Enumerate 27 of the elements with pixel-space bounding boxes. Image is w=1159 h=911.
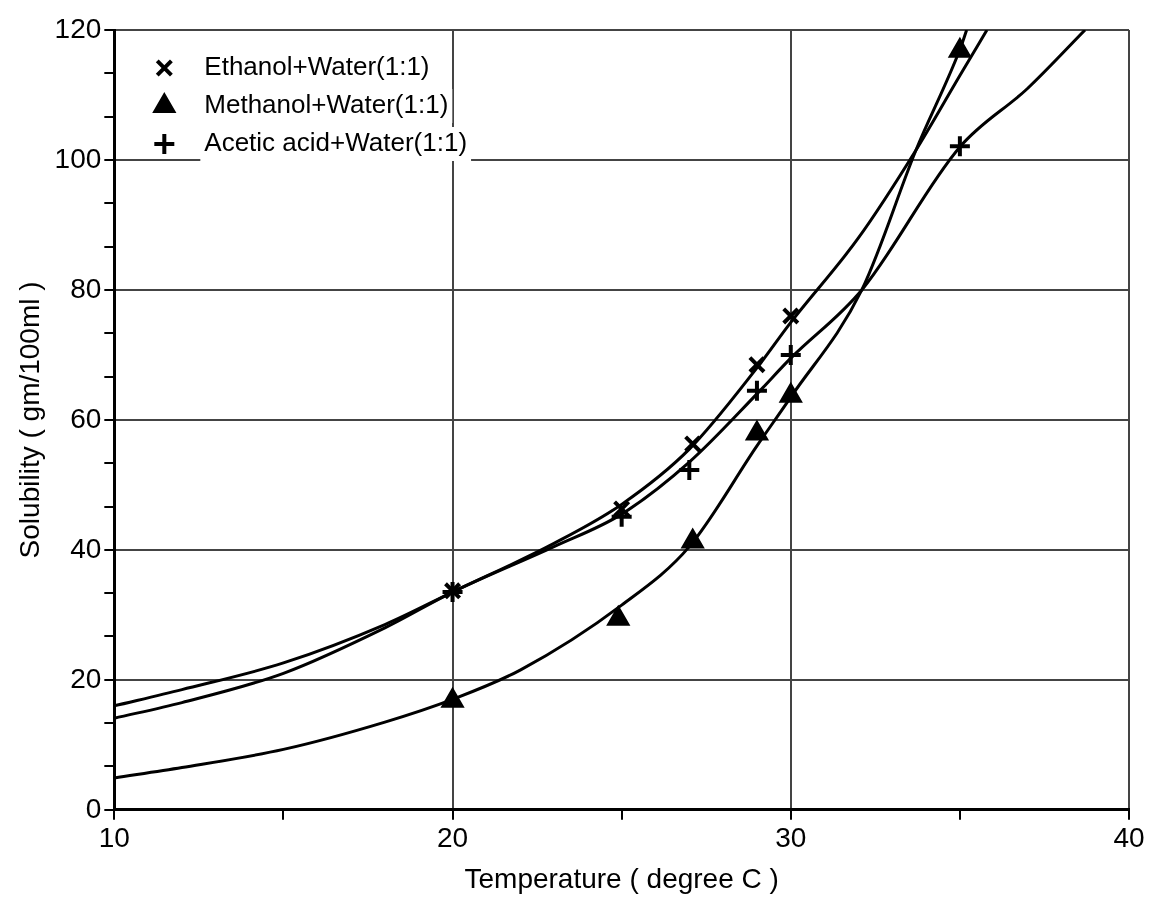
point — [441, 688, 464, 708]
point — [947, 134, 972, 159]
x-tick-label: 20 — [436, 822, 469, 854]
x-tick-label: 10 — [98, 822, 130, 854]
y-axis-title: Solubility ( gm/100ml ) — [13, 281, 45, 559]
y-tick-label: 120 — [54, 12, 102, 44]
point — [682, 529, 704, 549]
point — [744, 378, 769, 403]
point — [440, 580, 465, 605]
y-tick-label: 40 — [70, 532, 102, 564]
legend-label: Methanol+Water(1:1) — [204, 89, 449, 120]
point — [683, 434, 702, 454]
x-axis-title: Temperature ( degree C ) — [464, 862, 779, 894]
y-tick-label: 60 — [70, 402, 102, 434]
point — [677, 457, 702, 482]
y-tick-label: 20 — [70, 662, 102, 694]
point — [747, 355, 767, 374]
point — [781, 306, 800, 325]
x-tick-label: 30 — [775, 822, 807, 854]
y-tick-label: 100 — [54, 142, 102, 174]
legend-label: Ethanol+Water(1:1) — [204, 51, 430, 82]
y-tick-label: 0 — [85, 792, 102, 824]
point — [443, 581, 462, 600]
point — [778, 342, 803, 367]
y-tick-label: 80 — [70, 272, 102, 304]
x-tick-label: 40 — [1113, 822, 1145, 854]
legend-label: Acetic acid+Water(1:1) — [204, 127, 468, 158]
